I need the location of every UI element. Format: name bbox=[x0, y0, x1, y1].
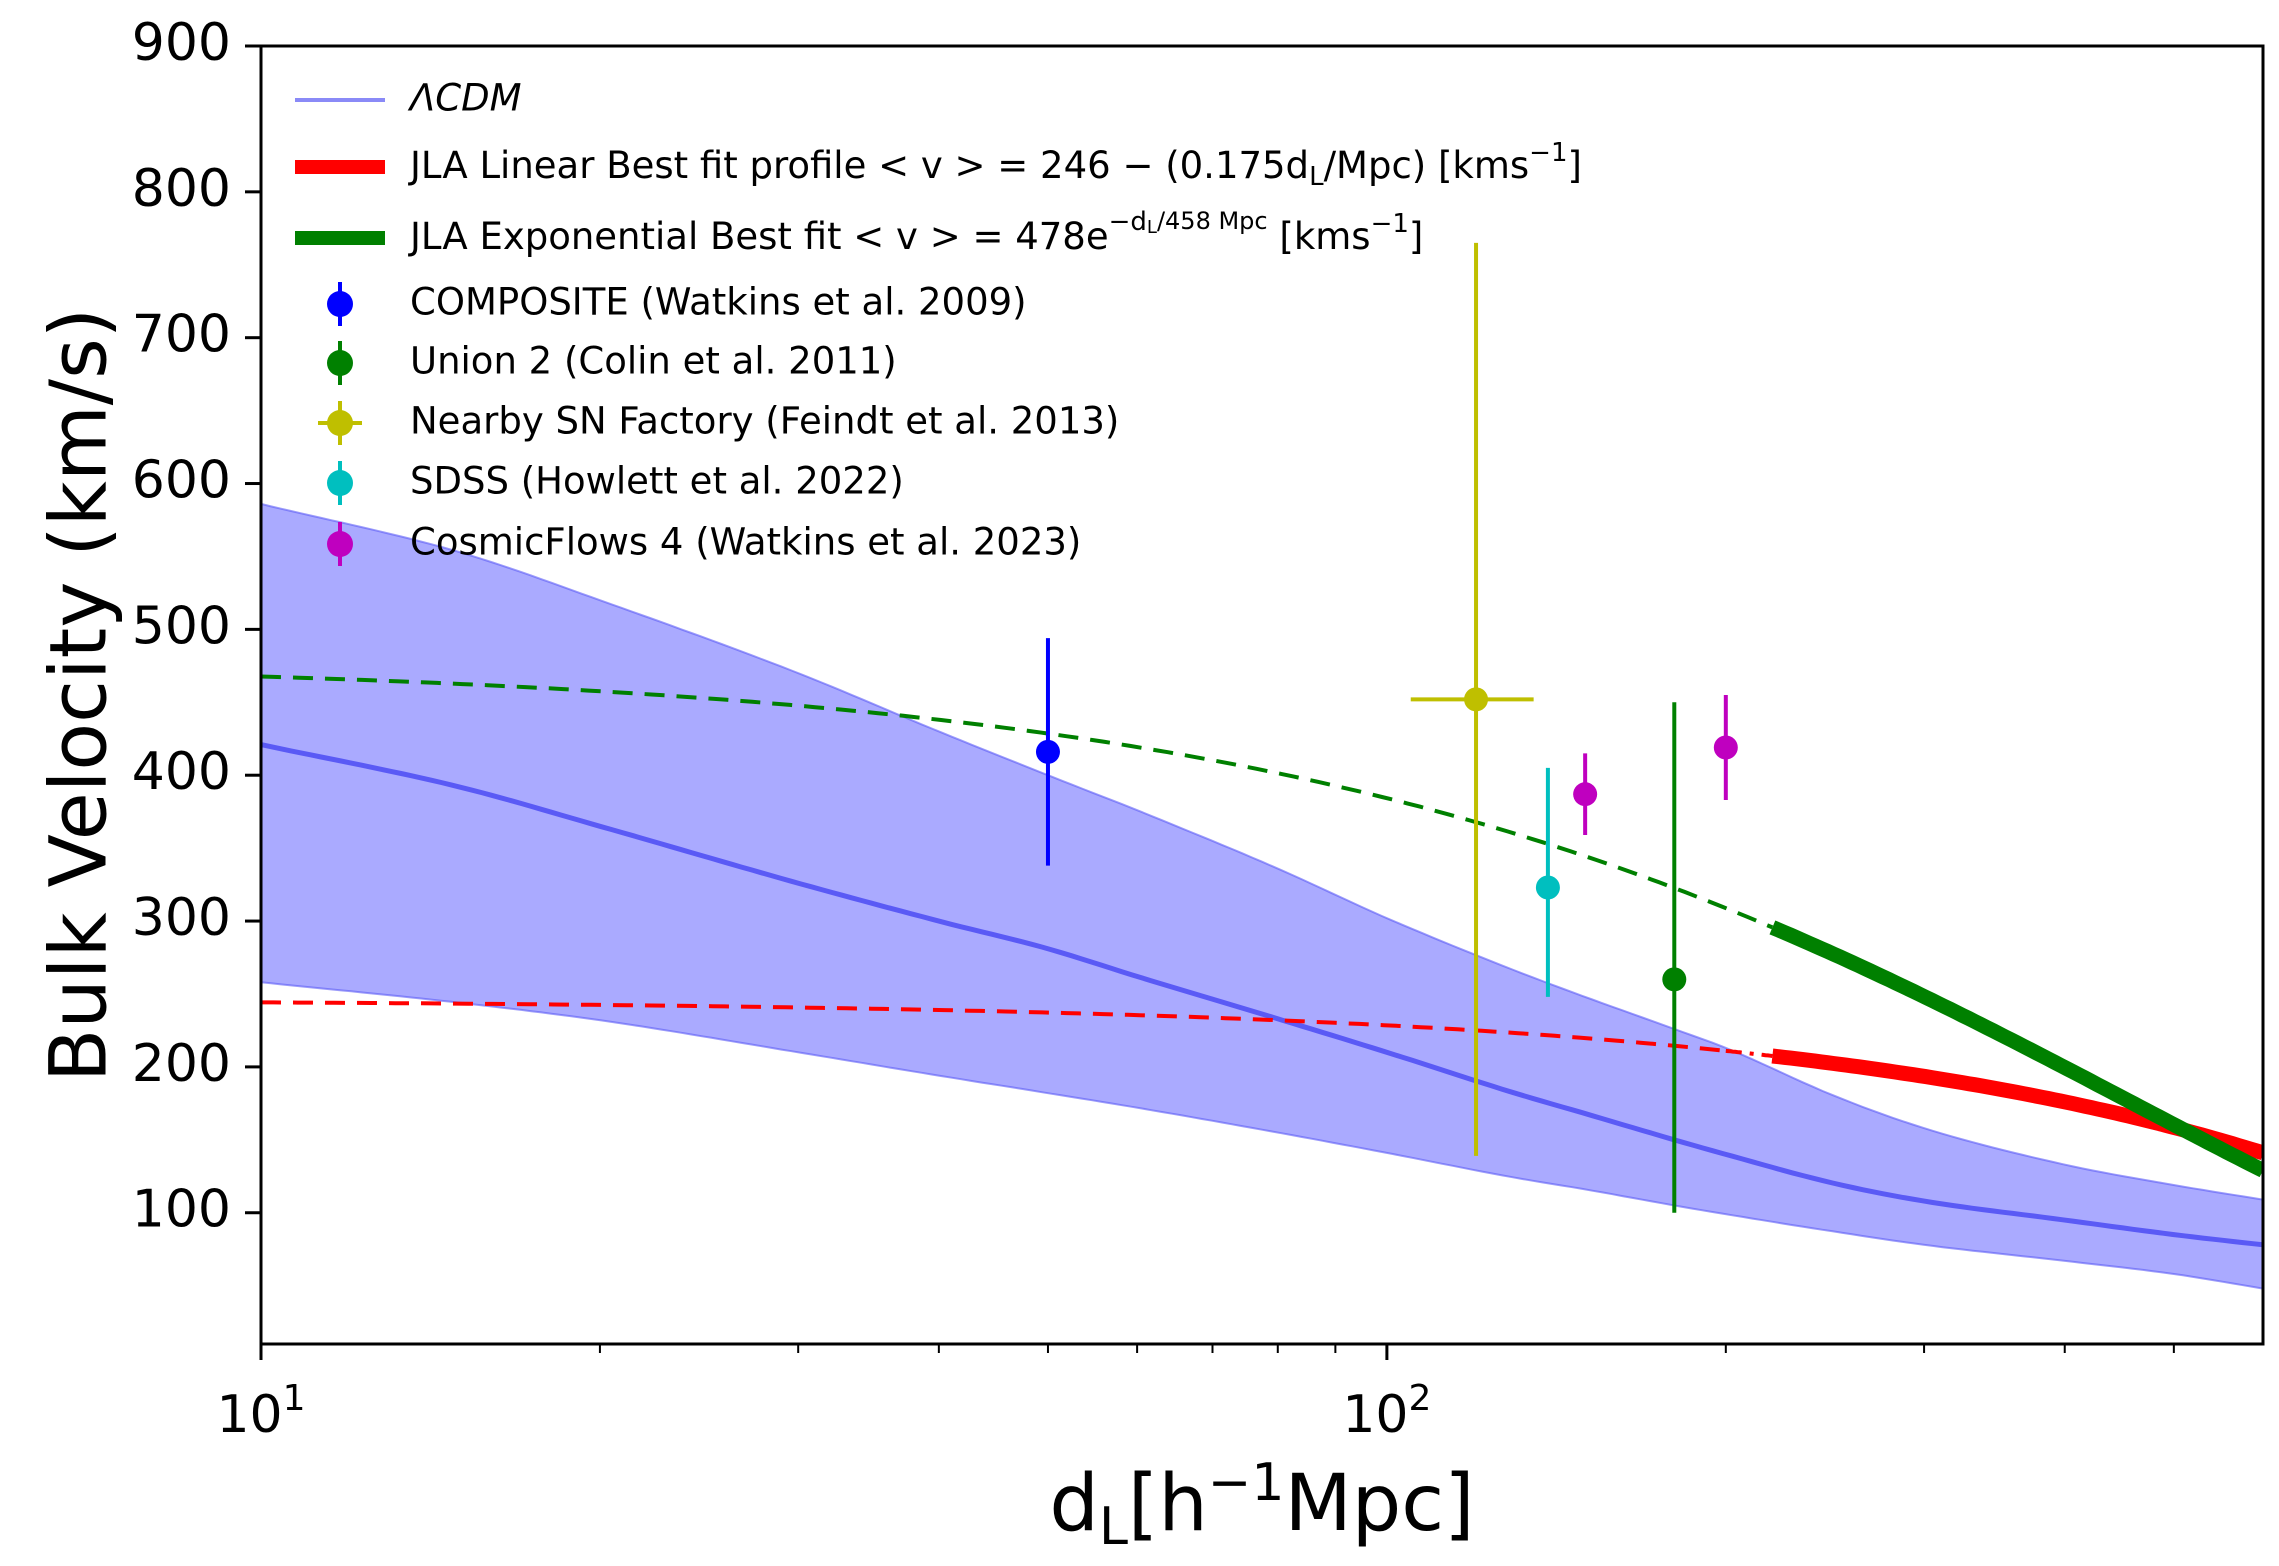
linear-fit-dashdot-line bbox=[1725, 1048, 1773, 1058]
data-marker bbox=[1535, 875, 1560, 900]
exponential-fit-solid-line bbox=[1769, 920, 2263, 1178]
legend-marker bbox=[327, 410, 353, 436]
y-tick-label: 500 bbox=[132, 596, 231, 656]
legend-marker bbox=[327, 531, 353, 557]
legend-entry-cf4: CosmicFlows 4 (Watkins et al. 2023) bbox=[327, 521, 1081, 566]
y-tick-label: 200 bbox=[132, 1034, 231, 1094]
y-tick-label: 600 bbox=[132, 451, 231, 511]
legend: ΛCDM JLA Linear Best fit profile < v > = … bbox=[295, 77, 1582, 566]
legend-entry-snfactory: Nearby SN Factory (Feindt et al. 2013) bbox=[318, 400, 1119, 445]
x-axis-title: dL[h−1Mpc] bbox=[1049, 1453, 1474, 1557]
legend-label: SDSS (Howlett et al. 2022) bbox=[410, 460, 904, 503]
lcdm-band-lower-edge bbox=[261, 981, 2263, 1290]
y-tick-label: 300 bbox=[132, 888, 231, 948]
y-tick-label: 100 bbox=[132, 1180, 231, 1240]
legend-marker bbox=[327, 350, 353, 376]
data-point-union2 bbox=[1662, 702, 1687, 1213]
y-tick-label: 900 bbox=[132, 13, 231, 73]
plot-area bbox=[261, 242, 2263, 1290]
legend-label: Union 2 (Colin et al. 2011) bbox=[410, 340, 897, 383]
legend-lcdm-label: ΛCDM bbox=[407, 77, 522, 120]
x-tick-label: 102 bbox=[1342, 1378, 1431, 1445]
legend-label: Nearby SN Factory (Feindt et al. 2013) bbox=[410, 400, 1119, 443]
data-point-cf4 bbox=[1713, 695, 1738, 801]
legend-marker bbox=[327, 470, 353, 496]
data-point-cf4 bbox=[1573, 753, 1598, 836]
legend-label: COMPOSITE (Watkins et al. 2009) bbox=[410, 281, 1027, 324]
lcdm-band-upper-edge bbox=[261, 502, 2263, 1201]
y-tick-label: 700 bbox=[132, 305, 231, 365]
lcdm-mean-line bbox=[261, 742, 2263, 1248]
legend-marker bbox=[327, 291, 353, 317]
legend-label: CosmicFlows 4 (Watkins et al. 2023) bbox=[410, 521, 1081, 564]
legend-exponential-label: JLA Exponential Best fit < v > = 478e−dL… bbox=[408, 207, 1423, 258]
legend-entry-composite: COMPOSITE (Watkins et al. 2009) bbox=[327, 281, 1027, 326]
data-marker bbox=[1713, 735, 1738, 760]
data-point-composite bbox=[1035, 638, 1060, 866]
lcdm-band bbox=[261, 503, 2263, 1289]
data-marker bbox=[1464, 687, 1489, 712]
axes-frame bbox=[259, 44, 2265, 1346]
data-point-snfactory bbox=[1410, 242, 1534, 1156]
legend-entry-sdss: SDSS (Howlett et al. 2022) bbox=[327, 460, 904, 505]
x-axis: 101 102 bbox=[216, 1344, 2175, 1445]
data-point-sdss bbox=[1535, 767, 1560, 997]
legend-linear-label: JLA Linear Best fit profile < v > = 246 … bbox=[408, 138, 1582, 192]
linear-fit-dashed-line bbox=[261, 1000, 1727, 1053]
y-axis: 100 200 300 400 500 600 700 800 900 bbox=[132, 13, 261, 1240]
data-marker bbox=[1035, 739, 1060, 764]
x-tick-label: 101 bbox=[216, 1378, 305, 1445]
y-tick-label: 800 bbox=[132, 159, 231, 219]
data-marker bbox=[1573, 782, 1598, 807]
legend-entry-union2: Union 2 (Colin et al. 2011) bbox=[327, 340, 897, 385]
data-marker bbox=[1662, 967, 1687, 992]
y-axis-title: Bulk Velocity (km/s) bbox=[34, 308, 124, 1082]
y-tick-label: 400 bbox=[132, 742, 231, 802]
